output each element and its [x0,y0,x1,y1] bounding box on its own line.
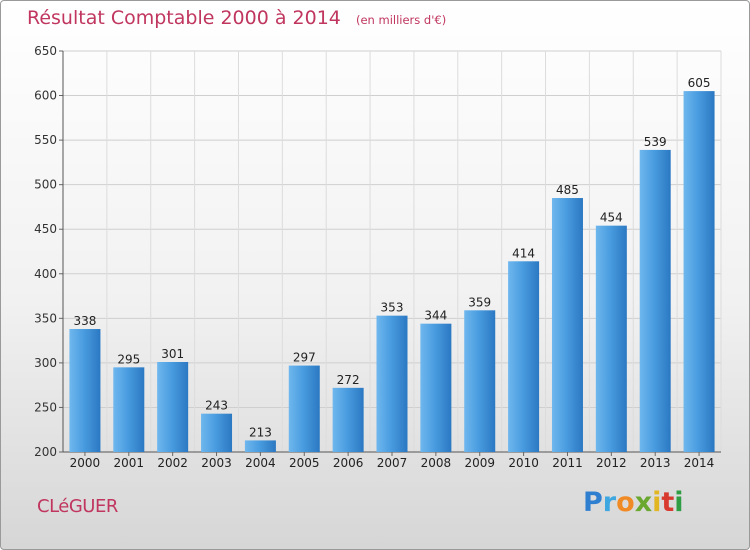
bar-2008 [420,323,452,452]
y-tick-label: 400 [34,267,57,281]
bar-2004 [244,440,276,452]
data-label: 301 [161,347,184,361]
x-tick-label: 2003 [201,456,232,470]
commune-name: CLéGUER [37,496,118,517]
logo-letter: r [602,487,617,518]
x-tick-label: 2000 [70,456,101,470]
y-tick-label: 200 [34,445,57,459]
chart-subtitle: (en milliers d'€) [355,13,447,27]
data-label: 243 [205,399,228,413]
x-tick-label: 2012 [596,456,627,470]
bar-2005 [288,365,320,452]
y-tick-label: 650 [34,44,57,58]
bar-2002 [157,361,189,452]
y-tick-label: 250 [34,400,57,414]
x-tick-label: 2008 [421,456,452,470]
bar-2009 [464,310,496,452]
x-tick-label: 2004 [245,456,276,470]
x-tick-label: 2005 [289,456,320,470]
bar-2014 [683,91,715,452]
bar-2003 [201,413,233,452]
data-label: 353 [381,301,404,315]
x-tick-label: 2002 [157,456,188,470]
y-tick-label: 350 [34,311,57,325]
x-tick-label: 2007 [377,456,408,470]
y-tick-label: 450 [34,222,57,236]
logo-letter: t [661,487,675,518]
data-label: 213 [249,425,272,439]
data-label: 454 [600,211,623,225]
data-label: 414 [512,246,535,260]
bar-2001 [113,367,145,452]
x-tick-label: 2013 [640,456,671,470]
bar-2013 [639,149,671,452]
logo-letter: x [634,487,653,518]
y-tick-label: 600 [34,89,57,103]
bar-2010 [508,261,540,452]
y-tick-label: 300 [34,356,57,370]
bar-2000 [69,329,101,452]
data-label: 297 [293,351,316,365]
data-label: 485 [556,183,579,197]
proxiti-logo: Proxiti [583,487,684,518]
y-tick-label: 550 [34,133,57,147]
bar-2012 [595,225,627,452]
logo-letter: i [674,487,684,518]
chart-title: Résultat Comptable 2000 à 2014 [27,7,341,29]
data-label: 272 [337,373,360,387]
x-tick-label: 2009 [464,456,495,470]
title-line: Résultat Comptable 2000 à 2014 (en milli… [27,7,446,29]
data-label: 338 [73,314,96,328]
x-tick-label: 2001 [114,456,145,470]
x-tick-label: 2010 [508,456,539,470]
data-label: 605 [688,76,711,90]
x-tick-label: 2011 [552,456,583,470]
x-tick-label: 2014 [684,456,715,470]
data-label: 344 [424,309,447,323]
data-label: 359 [468,295,491,309]
bar-2006 [332,387,364,452]
logo-letter: P [583,487,603,518]
bar-2007 [376,315,408,452]
y-tick-label: 500 [34,178,57,192]
data-label: 295 [117,352,140,366]
data-label: 539 [644,135,667,149]
x-tick-label: 2006 [333,456,364,470]
logo-letter: o [616,487,635,518]
logo-letter: i [652,487,662,518]
bar-2011 [551,198,583,452]
